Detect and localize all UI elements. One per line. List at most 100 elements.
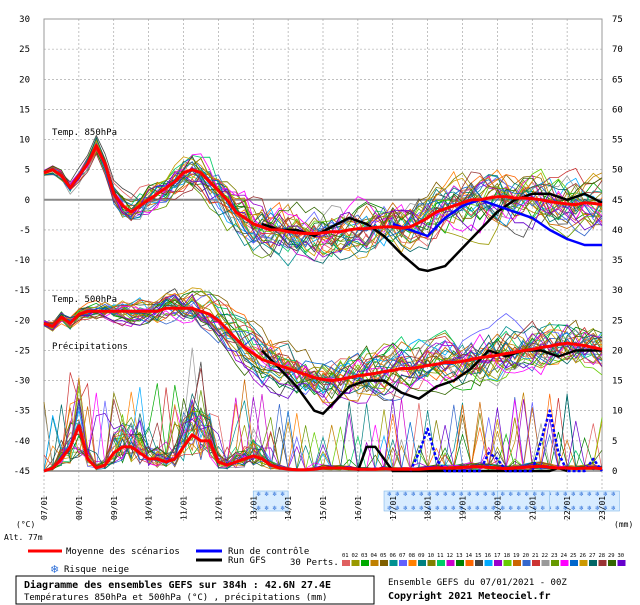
legend-snow-label: Risque neige (64, 565, 129, 575)
member-number-label: 30 (618, 553, 625, 559)
footer-title: Diagramme des ensembles GEFS sur 384h : … (24, 579, 331, 591)
member-number-label: 02 (352, 553, 359, 559)
left-tick-label: -15 (14, 286, 30, 296)
right-tick-label: 10 (612, 407, 623, 417)
left-axis-ticks: 30 25 20 15 10 5 0 -5 -10 -15 -20 -25 -30 -35 -40 -45 (14, 15, 30, 477)
member-number-label: 21 (532, 553, 539, 559)
x-date-label: 21/01 (528, 496, 537, 520)
snowflake-icon: ❄ (603, 505, 608, 512)
altitude-label: Alt. 77m (4, 533, 43, 542)
snowflake-icon: ❄ (387, 505, 392, 512)
snowflake-icon: ❄ (540, 491, 545, 498)
snowflake-icon: ❄ (579, 491, 584, 498)
left-tick-label: -40 (14, 437, 30, 447)
left-tick-label: -5 (19, 226, 30, 236)
footer-run: Ensemble GEFS du 07/01/2021 - 00Z (388, 578, 567, 588)
member-color-swatch (551, 560, 559, 566)
snowflake-icon: ❄ (280, 491, 285, 498)
x-date-label: 18/01 (424, 496, 433, 520)
left-tick-label: 25 (19, 45, 30, 55)
snow-risk-box (252, 490, 289, 512)
member-color-swatch (532, 560, 540, 566)
member-color-swatch (370, 560, 379, 566)
member-number-label: 09 (418, 553, 425, 559)
x-date-label: 19/01 (459, 496, 468, 520)
snowflake-icon: ❄ (272, 505, 277, 512)
snowflake-icon: ❄ (563, 505, 568, 512)
snowflake-icon: ❄ (524, 491, 529, 498)
member-color-swatch (484, 560, 493, 566)
snowflake-icon: ❄ (587, 505, 592, 512)
snowflake-icon: ❄ (264, 491, 269, 498)
member-color-swatch (389, 560, 398, 566)
member-number-label: 15 (475, 553, 482, 559)
snowflake-icon: ❄ (532, 491, 537, 498)
snowflake-icon: ❄ (411, 505, 416, 512)
member-color-swatch (399, 560, 407, 566)
member-line-t850 (43, 145, 603, 244)
snowflake-icon: ❄ (395, 491, 400, 498)
snowflake-icon: ❄ (571, 505, 576, 512)
panel-label-t850: Temp. 850hPa (52, 128, 117, 138)
snowflake-icon: ❄ (532, 505, 537, 512)
member-number-label: 28 (599, 553, 606, 559)
member-number-label: 16 (485, 553, 492, 559)
snowflake-icon: ❄ (467, 505, 472, 512)
member-number-label: 11 (437, 553, 444, 559)
snowflake-icon: ❄ (459, 505, 464, 512)
member-color-swatch (503, 560, 512, 566)
member-number-label: 26 (580, 553, 587, 559)
member-color-swatch (589, 560, 597, 566)
series-line-t850 (392, 198, 602, 247)
x-axis-date-labels: 07/01 08/01 09/01 10/01 11/01 12/01 13/01 14/01… (40, 496, 607, 520)
snowflake-icon: ❄ (435, 491, 440, 498)
member-color-swatch (570, 560, 578, 566)
member-number-label: 08 (409, 553, 416, 559)
member-number-label: 24 (561, 553, 568, 559)
member-line-t850 (43, 140, 603, 260)
member-color-swatch (541, 560, 550, 566)
snowflake-icon: ❄ (427, 505, 432, 512)
snowflake-icon: ❄ (419, 505, 424, 512)
member-color-swatch (427, 560, 436, 566)
left-tick-label: 5 (25, 166, 30, 176)
left-tick-label: -30 (14, 377, 30, 387)
snowflake-icon: ❄ (579, 505, 584, 512)
snowflake-icon: ❄ (611, 491, 616, 498)
right-tick-label: 30 (612, 286, 623, 296)
member-color-swatch (522, 560, 531, 566)
member-color-swatch (465, 560, 474, 566)
member-color-swatch (418, 560, 426, 566)
member-number-label: 29 (608, 553, 615, 559)
snowflake-icon: ❄ (459, 491, 464, 498)
left-tick-label: -20 (14, 316, 30, 326)
member-number-label: 17 (494, 553, 501, 559)
snowflake-icon: ❄ (50, 563, 59, 576)
member-color-swatch (608, 560, 616, 566)
snowflake-icon: ❄ (603, 491, 608, 498)
right-tick-label: 35 (612, 256, 623, 266)
right-tick-label: 65 (612, 75, 623, 85)
snowflake-icon: ❄ (411, 491, 416, 498)
member-number-label: 06 (390, 553, 397, 559)
member-color-swatch (437, 560, 445, 566)
snowflake-icon: ❄ (264, 505, 269, 512)
right-tick-label: 40 (612, 226, 623, 236)
snowflake-icon: ❄ (516, 491, 521, 498)
member-line-t850 (43, 139, 603, 258)
snowflake-icon: ❄ (272, 491, 277, 498)
snowflake-icon: ❄ (555, 505, 560, 512)
x-date-label: 15/01 (319, 496, 328, 520)
snowflake-icon: ❄ (451, 491, 456, 498)
footer-box (15, 575, 375, 605)
member-line-t500 (43, 294, 603, 380)
snowflake-icon: ❄ (571, 491, 576, 498)
right-tick-label: 75 (612, 15, 623, 25)
member-number-label: 04 (371, 553, 378, 559)
snowflake-icon: ❄ (508, 491, 513, 498)
x-date-label: 20/01 (493, 496, 502, 520)
snowflake-icon: ❄ (427, 491, 432, 498)
snowflake-icon: ❄ (403, 505, 408, 512)
